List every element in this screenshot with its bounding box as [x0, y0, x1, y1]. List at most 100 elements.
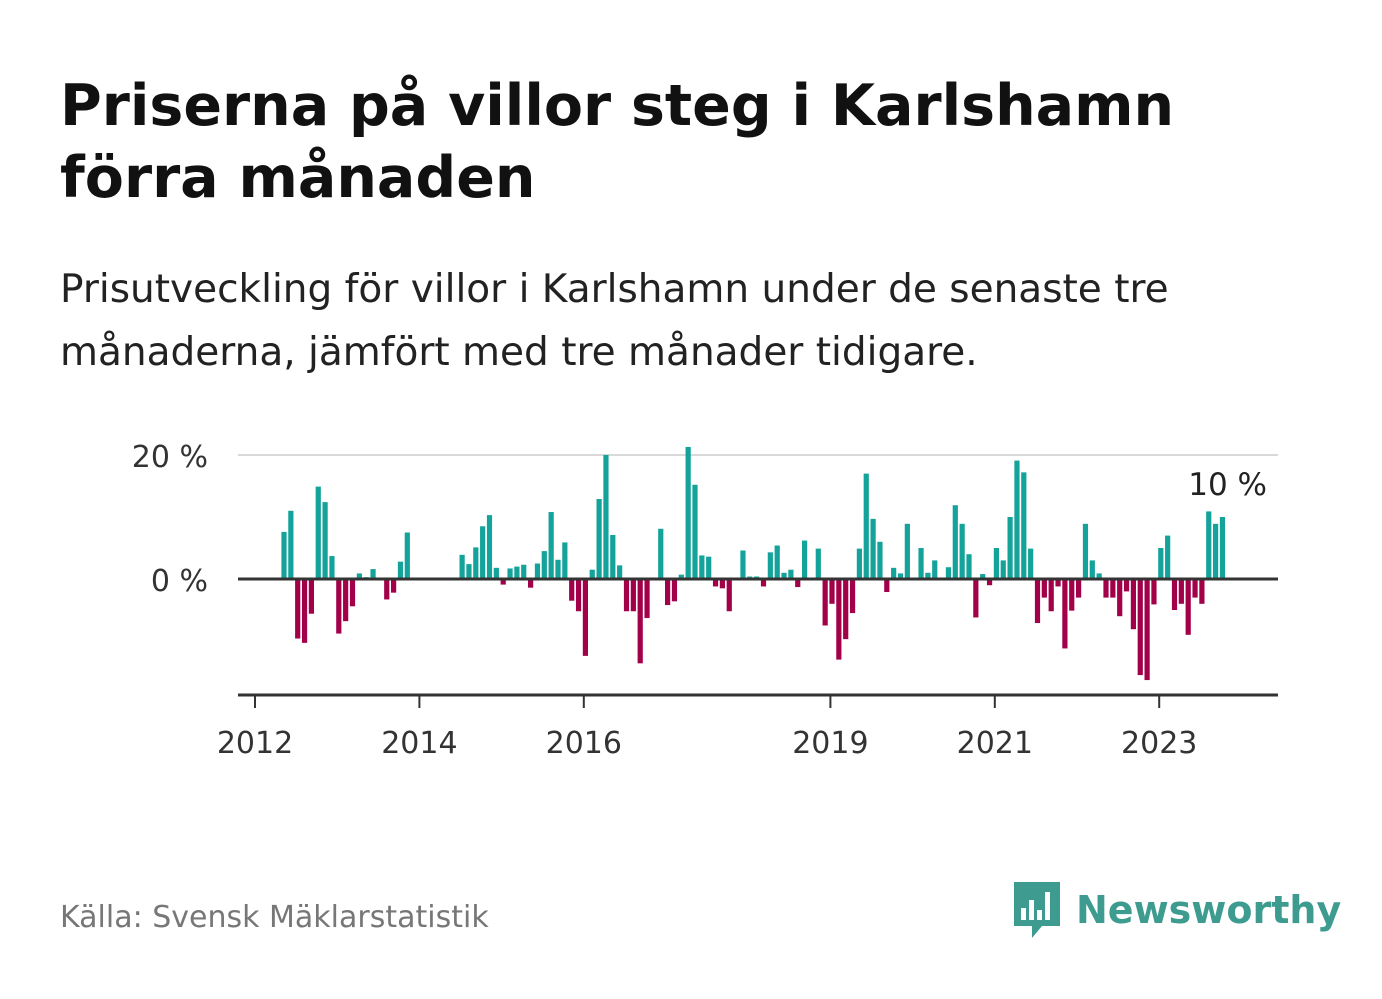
- bar: [856, 548, 862, 579]
- bar: [295, 579, 301, 639]
- bar: [623, 579, 630, 612]
- bar: [925, 572, 931, 579]
- bar: [1007, 517, 1013, 579]
- bar: [315, 486, 321, 579]
- bar: [391, 579, 397, 593]
- bar: [726, 579, 732, 612]
- bar: [802, 540, 808, 579]
- bar: [459, 554, 465, 579]
- bar: [822, 579, 828, 626]
- bar: [740, 550, 746, 579]
- bar: [356, 573, 362, 579]
- bar: [528, 579, 534, 588]
- bar: [719, 579, 725, 589]
- bar: [596, 499, 602, 579]
- bar: [589, 569, 595, 579]
- bar: [897, 573, 904, 579]
- bar: [980, 574, 986, 579]
- bar: [665, 579, 671, 606]
- bar: [301, 579, 308, 643]
- bar: [1082, 523, 1089, 579]
- bar: [1213, 523, 1219, 579]
- bar: [1055, 579, 1061, 587]
- bar: [466, 564, 472, 579]
- bar: [699, 555, 705, 579]
- bar: [1034, 579, 1041, 624]
- source-note: Källa: Svensk Mäklarstatistik: [60, 900, 489, 935]
- bar: [788, 569, 794, 579]
- bar: [555, 559, 561, 579]
- bar: [918, 548, 924, 579]
- bar: [658, 528, 664, 579]
- bar: [308, 579, 314, 614]
- bar: [959, 523, 965, 579]
- bar: [1062, 579, 1068, 649]
- bar: [1028, 548, 1034, 579]
- y-tick-label: 20 %: [132, 440, 208, 475]
- bar: [1144, 579, 1150, 681]
- bar: [507, 568, 513, 579]
- bar: [870, 518, 876, 579]
- bar: [986, 579, 993, 586]
- bar: [1000, 560, 1006, 579]
- bar: [384, 579, 390, 600]
- bar: [1089, 560, 1095, 579]
- x-tick-label: 2016: [546, 726, 622, 761]
- bar: [541, 551, 547, 579]
- bar: [932, 560, 938, 579]
- bar: [849, 579, 856, 614]
- brand-name: Newsworthy: [1076, 888, 1342, 932]
- bar: [1137, 579, 1143, 676]
- bar: [473, 547, 479, 579]
- bar: [836, 579, 842, 660]
- bar: [575, 579, 582, 612]
- bar: [1206, 511, 1212, 579]
- y-tick-label: 0 %: [151, 564, 208, 599]
- bar: [548, 512, 554, 579]
- bar: [760, 579, 767, 587]
- bar: [781, 572, 787, 579]
- last-value-label: 10 %: [1188, 467, 1267, 503]
- bar: [904, 523, 910, 579]
- bar: [329, 556, 335, 579]
- bar: [521, 564, 527, 579]
- bar: [1123, 579, 1130, 592]
- bar: [877, 541, 883, 579]
- bar: [610, 534, 616, 579]
- bar: [1151, 579, 1157, 605]
- bar: [829, 579, 835, 604]
- bar: [685, 446, 691, 579]
- bar: [952, 505, 958, 579]
- x-tick-label: 2012: [217, 726, 293, 761]
- bar: [281, 531, 287, 579]
- bar: [774, 545, 780, 579]
- bar: [1158, 548, 1164, 579]
- bar: [671, 579, 678, 602]
- bar: [617, 565, 623, 579]
- bar: [1069, 579, 1075, 611]
- bar: [349, 579, 356, 607]
- bar: [966, 554, 972, 579]
- bar: [480, 526, 486, 579]
- bar: [884, 579, 890, 593]
- bar: [973, 579, 979, 618]
- bar: [993, 548, 999, 579]
- bar: [404, 532, 410, 579]
- newsworthy-logo-icon: [1014, 882, 1060, 938]
- x-tick-label: 2023: [1121, 726, 1197, 761]
- bar: [712, 579, 719, 587]
- bar: [644, 579, 650, 619]
- bar: [843, 579, 849, 640]
- bar: [534, 563, 541, 579]
- bar: [637, 579, 643, 664]
- bar: [1185, 579, 1191, 635]
- bar: [1171, 579, 1178, 610]
- bar: [706, 556, 712, 579]
- bar: [692, 484, 698, 579]
- bar: [1117, 579, 1123, 617]
- bar: [1096, 573, 1102, 579]
- bar: [1014, 460, 1020, 579]
- bar: [370, 569, 376, 579]
- bar: [945, 567, 952, 579]
- bar: [322, 502, 328, 579]
